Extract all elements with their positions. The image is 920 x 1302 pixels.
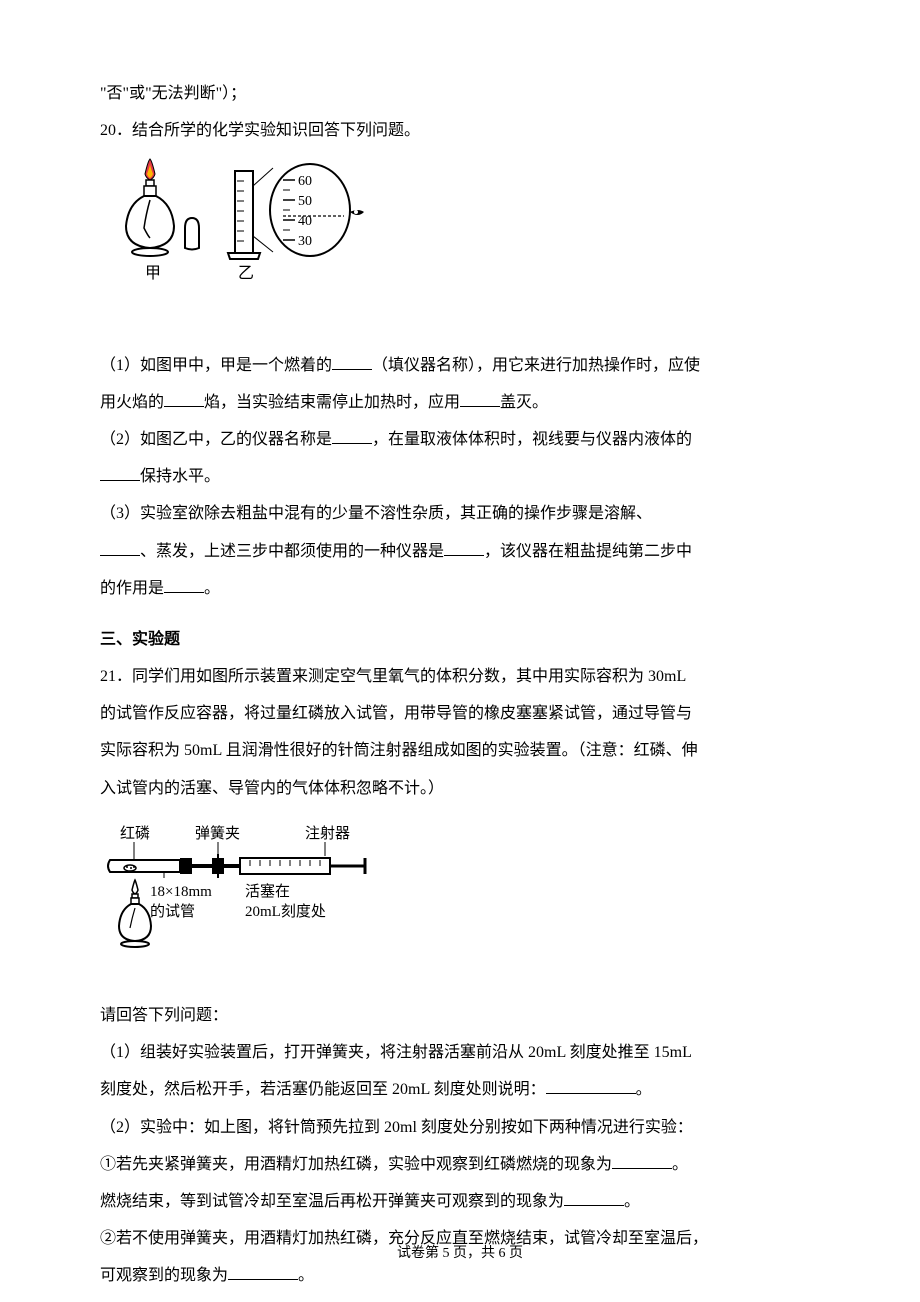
q21-p2e: 。	[624, 1193, 640, 1210]
blank	[332, 354, 372, 370]
tick-60: 60	[298, 174, 312, 189]
q21-number: 21	[100, 668, 116, 685]
label-redp: 红磷	[120, 825, 150, 842]
q20-part1-line1: （1）如图甲中，甲是一个燃着的 （填仪器名称），用它来进行加热操作时，应使	[100, 348, 820, 383]
label-clip: 弹簧夹	[195, 825, 240, 842]
q21-intro-line1: 21．同学们用如图所示装置来测定空气里氧气的体积分数，其中用实际容积为 30mL	[100, 659, 820, 694]
q21-answer-intro: 请回答下列问题：	[100, 998, 820, 1033]
alcohol-lamp-icon	[126, 159, 199, 256]
q21-figure-container: 红磷 弹簧夹 注射器	[100, 814, 820, 990]
q21-p1b: 刻度处，然后松开手，若活塞仍能返回至 20mL 刻度处则说明：	[100, 1081, 546, 1098]
section3-heading: 三、实验题	[100, 622, 820, 657]
blank	[164, 391, 204, 407]
cylinder-icon	[228, 168, 273, 259]
q21-intro-line3: 实际容积为 50mL 且润滑性很好的针筒注射器组成如图的实验装置。（注意：红磷、…	[100, 733, 820, 768]
label-piston1: 活塞在	[245, 882, 290, 900]
q21-p2b: ①若先夹紧弹簧夹，用酒精灯加热红磷，实验中观察到红磷燃烧的现象为	[100, 1156, 612, 1173]
q20-label-right: 乙	[238, 265, 254, 282]
q21-part1-line1: （1）组装好实验装置后，打开弹簧夹，将注射器活塞前沿从 20mL 刻度处推至 1…	[100, 1035, 820, 1070]
tick-30: 30	[298, 234, 312, 249]
top-line: "否"或"无法判断"）；	[100, 76, 820, 111]
q21-part2-line1: （2）实验中：如上图，将针筒预先拉到 20ml 刻度处分别按如下两种情况进行实验…	[100, 1110, 820, 1145]
blank	[546, 1078, 636, 1094]
q21-intro-line4: 入试管内的活塞、导管内的气体体积忽略不计。）	[100, 771, 820, 806]
q21-p2d: 燃烧结束，等到试管冷却至室温后再松开弹簧夹可观察到的现象为	[100, 1193, 564, 1210]
q20-part1-line2: 用火焰的 焰，当实验结束需停止加热时，应用 盖灭。	[100, 385, 820, 420]
blank	[100, 540, 140, 556]
page-footer: 试卷第 5 页，共 6 页	[0, 1239, 920, 1270]
q21-figure-svg: 红磷 弹簧夹 注射器	[100, 818, 400, 973]
q21-part2-line3: 燃烧结束，等到试管冷却至室温后再松开弹簧夹可观察到的现象为 。	[100, 1184, 820, 1219]
q20-part2-line2: 保持水平。	[100, 459, 820, 494]
q21-ia: ．同学们用如图所示装置来测定空气里氧气的体积分数，其中用实际容积为 30mL	[116, 668, 686, 685]
q20-p1a: （1）如图甲中，甲是一个燃着的	[100, 357, 332, 374]
q20-figure-svg: 甲 乙 60	[100, 156, 370, 326]
blank	[100, 465, 140, 481]
q20-intro-text: ．结合所学的化学实验知识回答下列问题。	[116, 122, 420, 139]
alcohol-lamp-small-icon	[119, 880, 151, 947]
q20-p3d: 的作用是	[100, 580, 164, 597]
tick-50: 50	[298, 194, 312, 209]
label-tube2: 的试管	[150, 903, 195, 920]
q20-p3e: 。	[204, 580, 220, 597]
spring-clip-icon	[212, 854, 224, 878]
q20-part3-line1: （3）实验室欲除去粗盐中混有的少量不溶性杂质，其正确的操作步骤是溶解、	[100, 496, 820, 531]
magnified-scale-icon: 60 50 40 30	[270, 164, 364, 256]
q20-p1b: （填仪器名称），用它来进行加热操作时，应使	[372, 357, 700, 374]
blank	[460, 391, 500, 407]
q20-part2-line1: （2）如图乙中，乙的仪器名称是 ，在量取液体体积时，视线要与仪器内液体的	[100, 422, 820, 457]
blank	[444, 540, 484, 556]
label-piston2: 20mL刻度处	[245, 903, 326, 920]
q20-number: 20	[100, 122, 116, 139]
q20-p3c: ，该仪器在粗盐提纯第二步中	[484, 543, 692, 560]
q21-intro-line2: 的试管作反应容器，将过量红磷放入试管，用带导管的橡皮塞塞紧试管，通过导管与	[100, 696, 820, 731]
q20-p3b: 、蒸发，上述三步中都须使用的一种仪器是	[140, 543, 444, 560]
q20-part3-line2: 、蒸发，上述三步中都须使用的一种仪器是 ，该仪器在粗盐提纯第二步中	[100, 534, 820, 569]
q20-p2c: 保持水平。	[140, 468, 220, 485]
q20-p1e: 盖灭。	[500, 394, 548, 411]
label-tube1: 18×18mm	[150, 884, 212, 900]
label-syringe: 注射器	[305, 825, 350, 842]
blank	[164, 577, 204, 593]
q21-p2c: 。	[672, 1156, 688, 1173]
blank	[612, 1153, 672, 1169]
blank	[564, 1190, 624, 1206]
q20-p1d: 焰，当实验结束需停止加热时，应用	[204, 394, 460, 411]
q20-p3a: （3）实验室欲除去粗盐中混有的少量不溶性杂质，其正确的操作步骤是溶解、	[100, 505, 652, 522]
q21-part2-line2: ①若先夹紧弹簧夹，用酒精灯加热红磷，实验中观察到红磷燃烧的现象为 。	[100, 1147, 820, 1182]
q20-figure-container: 甲 乙 60	[100, 156, 820, 339]
q20-p1c: 用火焰的	[100, 394, 164, 411]
q20-intro: 20．结合所学的化学实验知识回答下列问题。	[100, 113, 820, 148]
q20-p2b: ，在量取液体体积时，视线要与仪器内液体的	[372, 431, 692, 448]
q20-part3-line3: 的作用是 。	[100, 571, 820, 606]
q21-part1-line2: 刻度处，然后松开手，若活塞仍能返回至 20mL 刻度处则说明： 。	[100, 1072, 820, 1107]
test-tube-icon	[108, 858, 192, 874]
q20-p2a: （2）如图乙中，乙的仪器名称是	[100, 431, 332, 448]
q21-p1c: 。	[636, 1081, 652, 1098]
q20-label-left: 甲	[145, 265, 161, 282]
syringe-icon	[240, 858, 365, 874]
blank	[332, 428, 372, 444]
